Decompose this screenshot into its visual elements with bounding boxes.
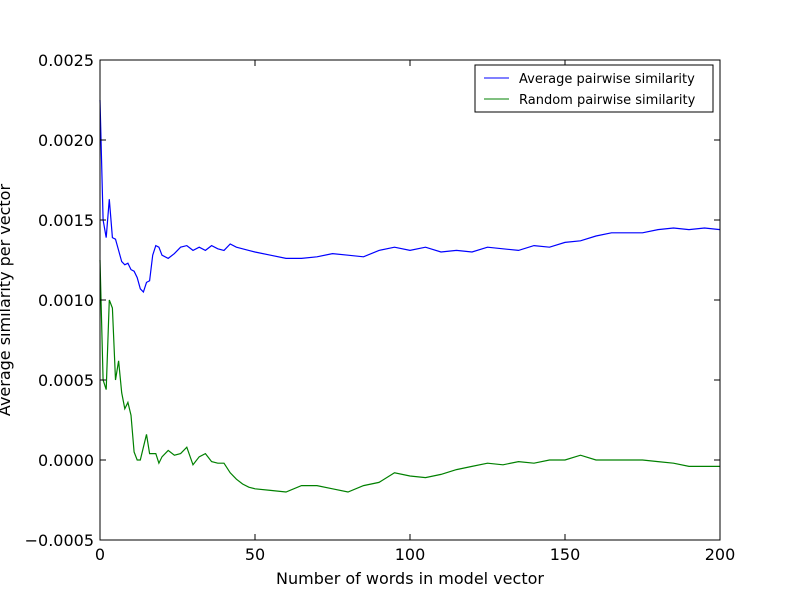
legend-label-random: Random pairwise similarity: [519, 93, 696, 108]
legend-box: [474, 64, 714, 113]
y-axis-label: Average similarity per vector: [0, 184, 14, 417]
series-line-random: [99, 259, 720, 493]
x-tick-label: 50: [245, 545, 265, 564]
x-tick-label: 0: [95, 545, 105, 564]
x-tick-label: 200: [705, 545, 736, 564]
y-tick-label: 0.0000: [38, 451, 94, 470]
series-layer: [99, 99, 721, 493]
ticks-layer: 0 50 100 150 200 −0.0005 0.0000 0.0005 0.0010 0.0…: [25, 51, 736, 564]
y-tick-label: 0.0025: [38, 51, 94, 70]
y-tick-label: 0.0005: [38, 371, 94, 390]
plot-area: [100, 60, 720, 540]
legend-label-average: Average pairwise similarity: [519, 72, 695, 87]
x-tick-label: 100: [395, 545, 426, 564]
x-tick-label: 150: [550, 545, 581, 564]
y-tick-label: −0.0005: [25, 531, 94, 550]
x-axis-label: Number of words in model vector: [276, 569, 544, 588]
y-tick-label: 0.0010: [38, 291, 94, 310]
y-tick-label: 0.0015: [38, 211, 94, 230]
legend: Average pairwise similarity Random pairw…: [474, 64, 714, 113]
series-line-average: [99, 99, 721, 294]
y-tick-label: 0.0020: [38, 131, 94, 150]
